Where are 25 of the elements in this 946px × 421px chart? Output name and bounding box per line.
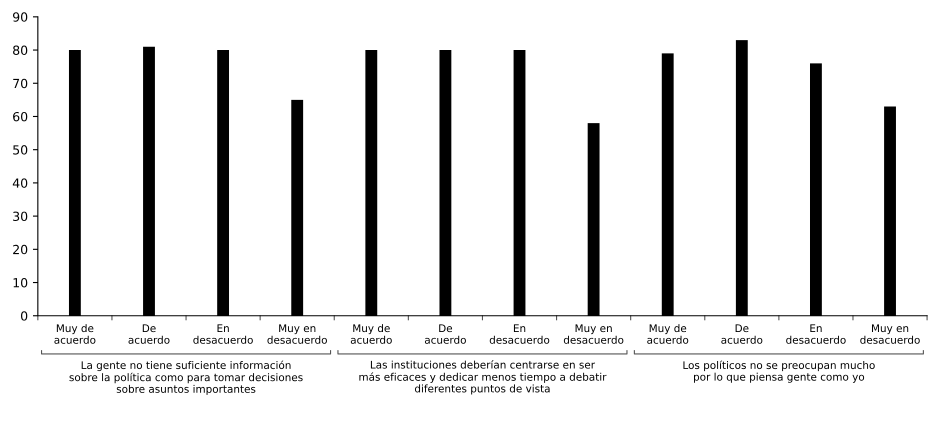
y-tick-label: 40	[12, 178, 28, 188]
y-tick-label: 10	[14, 278, 28, 288]
y-tick-label: 30	[13, 212, 28, 222]
x-tick-label: En desacuerdo	[193, 324, 253, 344]
x-tick-label: Muy de acuerdo	[647, 324, 688, 344]
x-tick-label: En desacuerdo	[490, 324, 550, 344]
text: Las instituciones deberían centrarse en ser más eficaces y dedicar menos tiempo a debatir diferentes puntos de vista	[359, 360, 606, 394]
x-tick-label: Muy de acuerdo	[350, 324, 392, 344]
x-tick-label: Muy de acuerdo	[54, 324, 96, 344]
x-tick-label: De acuerdo	[721, 324, 762, 344]
y-tick-label: 90	[13, 12, 28, 22]
y-tick-label: 20	[13, 244, 28, 254]
y-tick-label: 80	[13, 46, 28, 55]
x-tick-label: De acuerdo	[424, 324, 466, 344]
text: Los políticos no se preocupan mucho por lo que piensa gente como yo	[683, 360, 875, 383]
y-tick-label: 70	[13, 78, 28, 88]
x-tick-label: Muy en desacuerdo	[860, 324, 920, 344]
y-tick-label: 50	[13, 145, 28, 155]
x-tick-label: En desacuerdo	[786, 324, 846, 344]
y-tick-label: 60	[13, 112, 28, 122]
x-tick-label: Muy en desacuerdo	[564, 324, 624, 344]
x-tick-label: De acuerdo	[128, 324, 170, 344]
y-tick-label: 0	[20, 311, 28, 321]
text: La gente no tiene suficiente información sobre la política como para tomar decisiones sobre asuntos importantes	[70, 360, 303, 395]
x-tick-label: Muy en desacuerdo	[267, 324, 327, 344]
